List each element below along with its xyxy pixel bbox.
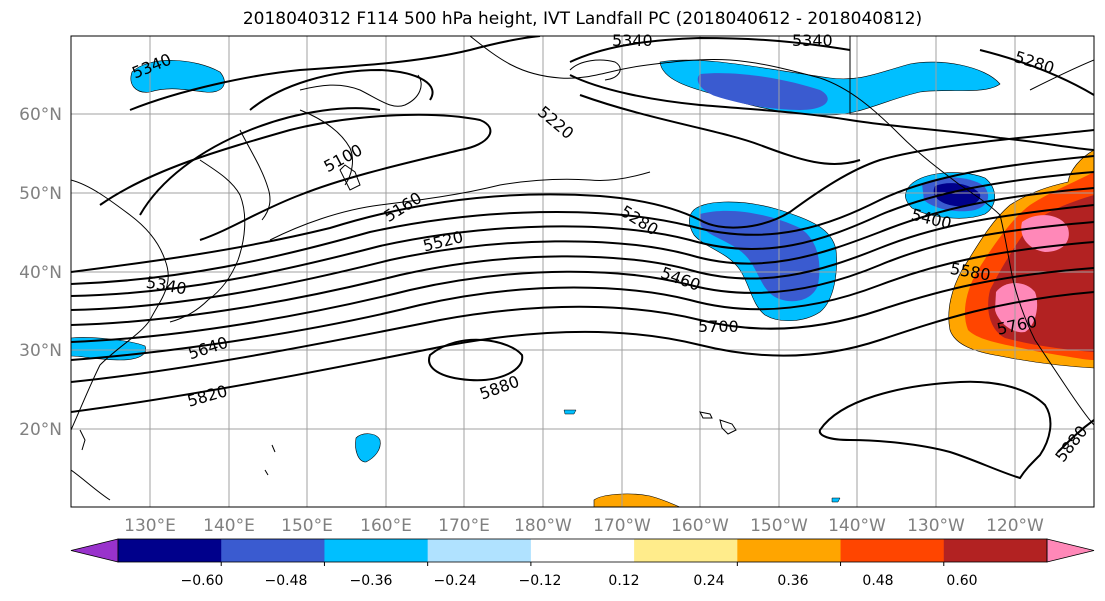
colorbar-tick-label: −0.48 [265,573,308,589]
figure-title: 2018040312 F114 500 hPa height, IVT Land… [242,9,923,29]
lat-label: 60°N [19,105,62,125]
lon-label: 130°W [907,516,965,536]
colorbar-tick-label: 0.24 [693,573,724,589]
colorbar-outline [117,538,1048,563]
colorbar-segment [427,539,532,562]
contour-label: 5340 [792,31,833,50]
colorbar-segment [324,539,429,562]
colorbar-tick-label: −0.60 [181,573,224,589]
contour-label: 5340 [612,31,653,50]
colorbar-extend-max [1046,538,1095,563]
colorbar-segment [634,539,738,562]
colorbar-segment [221,539,325,562]
colorbar-tick-label: −0.12 [519,573,562,589]
coastlines [71,36,1094,501]
lon-label: 150°E [281,516,333,536]
lat-label: 30°N [19,341,62,361]
lon-label: 160°E [360,516,412,536]
colorbar-tick-label: 0.60 [946,573,977,589]
lat-label: 20°N [19,420,62,440]
lon-label: 180°W [514,516,572,536]
colorbar [70,538,1095,566]
map-frame [70,35,1095,508]
colorbar-tick-label: 0.36 [777,573,808,589]
lon-label: 170°E [438,516,490,536]
lon-label: 150°W [750,516,808,536]
lat-label: 40°N [19,263,62,283]
colorbar-tick-label: −0.24 [434,573,477,589]
colorbar-tick-label: 0.48 [862,573,893,589]
lat-label: 50°N [19,184,62,204]
colorbar-extend-min [70,538,119,563]
lon-label: 140°E [203,516,255,536]
lon-label: 120°W [986,516,1044,536]
colorbar-segment [118,539,222,562]
colorbar-tick-labels: −0.60 −0.48 −0.36 −0.24 −0.12 0.12 0.24 … [181,573,978,589]
colorbar-segment [737,539,842,562]
lon-label: 160°W [671,516,729,536]
lon-label: 170°W [593,516,651,536]
colorbar-segment [840,539,945,562]
lon-label: 140°W [828,516,886,536]
colorbar-tick-label: 0.12 [608,573,639,589]
height-contours [71,36,1094,480]
colorbar-segment [530,539,635,562]
map-area [71,36,1094,507]
contour-label: 5700 [698,317,739,336]
latitude-labels: 60°N 50°N 40°N 30°N 20°N [19,105,62,440]
gridlines [71,36,1094,507]
colorbar-segment [943,539,1048,562]
longitude-labels: 130°E 140°E 150°E 160°E 170°E 180°W 170°… [124,516,1044,536]
contour-label-group: 5340 5340 5340 5280 5100 5220 5160 5520 … [129,31,1091,466]
lon-label: 130°E [124,516,176,536]
colorbar-tick-label: −0.36 [350,573,393,589]
